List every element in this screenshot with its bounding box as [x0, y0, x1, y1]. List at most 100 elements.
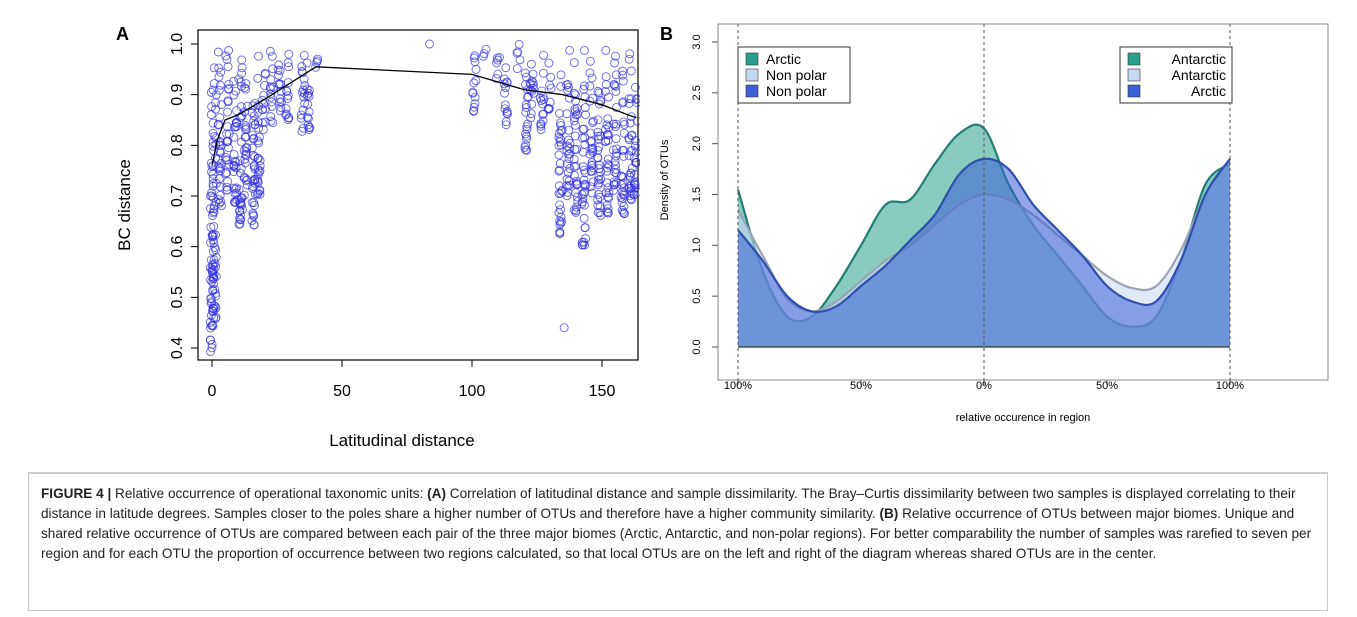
x-tick-label: 0%	[976, 380, 992, 392]
scatter-point	[216, 67, 226, 77]
scatter-point	[588, 116, 598, 126]
scatter-point	[588, 177, 598, 187]
scatter-point	[209, 261, 218, 271]
scatter-point	[209, 238, 219, 248]
panel-b-density-chart: B 0.00.51.01.52.02.53.0 100% 50% 0% 50% 100%…	[659, 23, 1329, 424]
scatter-point	[500, 88, 509, 98]
scatter-point	[555, 227, 565, 237]
legend-swatch	[745, 68, 759, 82]
scatter-point	[297, 87, 307, 97]
scatter-point	[618, 70, 628, 80]
scatter-point	[527, 76, 537, 86]
scatter-point	[210, 243, 220, 252]
x-tick-label: 50	[333, 383, 351, 400]
scatter-point	[252, 175, 262, 184]
scatter-point	[571, 96, 580, 106]
scatter-point	[601, 45, 611, 55]
scatter-point	[632, 116, 640, 126]
scatter-point	[625, 118, 635, 128]
legend-swatch	[1127, 84, 1141, 98]
caption-a-label: (A)	[427, 486, 446, 501]
scatter-point	[216, 163, 226, 173]
scatter-point	[562, 80, 571, 90]
scatter-point	[499, 74, 509, 84]
scatter-point	[247, 216, 257, 226]
scatter-point	[209, 207, 219, 217]
plot-b-xlabel: relative occurence in region	[956, 412, 1091, 424]
scatter-point	[224, 79, 234, 89]
scatter-point	[234, 184, 244, 194]
scatter-point	[266, 116, 276, 126]
scatter-point	[602, 120, 612, 130]
scatter-point	[258, 125, 268, 135]
plot-a-trend-line	[211, 66, 637, 166]
scatter-point	[281, 104, 291, 114]
scatter-point	[611, 151, 621, 161]
scatter-point	[512, 48, 522, 58]
scatter-point	[471, 76, 481, 86]
panel-a-scatter-chart: A 0.4 0.5 0.6 0.7 0.8 0.9 1.0 0 50 100 150 BC dis…	[115, 24, 640, 450]
scatter-point	[571, 207, 581, 217]
scatter-point	[632, 98, 640, 108]
scatter-point	[564, 125, 574, 135]
scatter-point	[470, 51, 480, 61]
scatter-point	[577, 189, 587, 199]
scatter-point	[230, 184, 240, 194]
scatter-point	[562, 191, 572, 201]
scatter-point	[596, 167, 605, 177]
scatter-point	[602, 163, 612, 173]
scatter-point	[632, 95, 640, 104]
scatter-point	[223, 96, 233, 106]
scatter-point	[565, 45, 575, 55]
scatter-point	[304, 107, 314, 117]
scatter-point	[545, 80, 555, 90]
scatter-point	[609, 180, 619, 190]
scatter-point	[594, 88, 604, 98]
y-tick-label: 2.0	[691, 136, 703, 151]
scatter-point	[619, 151, 628, 161]
scatter-point	[206, 347, 215, 357]
scatter-point	[624, 54, 634, 64]
scatter-point	[241, 84, 251, 94]
scatter-point	[557, 217, 567, 227]
scatter-point	[276, 103, 286, 113]
scatter-point	[299, 50, 309, 60]
scatter-point	[284, 113, 294, 123]
scatter-point	[585, 56, 595, 66]
scatter-point	[617, 187, 627, 197]
scatter-point	[237, 63, 247, 73]
scatter-point	[231, 86, 241, 96]
scatter-point	[631, 157, 640, 167]
scatter-point	[616, 171, 626, 181]
scatter-point	[580, 223, 590, 232]
scatter-point	[471, 65, 481, 74]
scatter-point	[255, 156, 265, 166]
scatter-point	[625, 49, 635, 59]
scatter-point	[610, 51, 620, 61]
scatter-point	[521, 107, 531, 117]
scatter-point	[298, 123, 308, 133]
scatter-point	[211, 104, 220, 114]
scatter-point	[207, 188, 217, 198]
scatter-point	[578, 162, 588, 172]
scatter-point	[217, 201, 226, 211]
scatter-point	[211, 90, 221, 100]
scatter-point	[544, 104, 554, 114]
scatter-point	[240, 83, 250, 92]
plot-b-y-axis: 0.0 0.5 1.0 1.5 2.0 2.5 3.0	[691, 34, 718, 355]
scatter-point	[528, 69, 538, 79]
scatter-point	[593, 200, 603, 210]
scatter-point	[512, 64, 522, 74]
separator	[28, 472, 1328, 473]
scatter-point	[626, 195, 636, 205]
scatter-point	[248, 210, 258, 220]
scatter-point	[522, 124, 532, 134]
scatter-point	[526, 109, 536, 119]
scatter-point	[207, 167, 217, 177]
scatter-point	[254, 51, 263, 61]
scatter-point	[523, 119, 533, 129]
scatter-point	[556, 70, 566, 80]
scatter-point	[611, 70, 621, 80]
scatter-point	[610, 81, 619, 90]
scatter-point	[557, 125, 567, 135]
